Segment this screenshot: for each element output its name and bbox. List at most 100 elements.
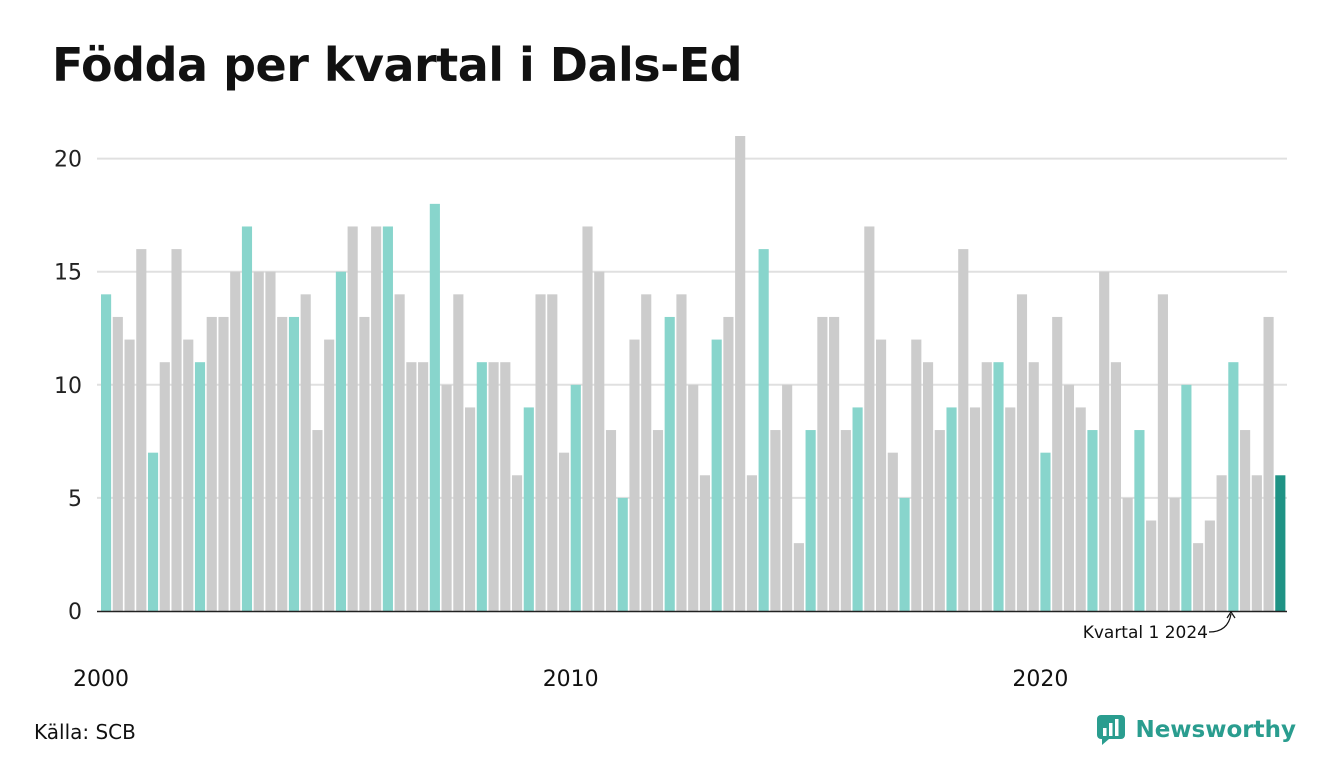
bar [183,339,194,611]
annotation-arrow [1208,613,1232,633]
bar [418,362,429,611]
chart-bubble-icon [1097,715,1126,745]
bar [605,430,617,611]
bar [723,316,734,611]
bar [476,362,487,611]
bar [1275,475,1286,611]
bar [1005,407,1016,611]
y-axis: 0 5 10 15 20 [54,148,82,625]
bar [547,294,558,611]
bar [1075,407,1086,611]
bar [206,316,217,611]
bar [746,475,757,611]
bar [594,271,605,611]
bar [230,271,241,611]
bar [793,543,804,611]
x-tick-label: 2020 [1012,667,1068,692]
bar [699,475,711,611]
bar [864,226,875,612]
bar [969,407,981,611]
bar [934,430,945,611]
bar [101,294,112,611]
bar [535,294,546,611]
bar [500,362,511,611]
y-tick-label: 15 [54,261,82,286]
annotation-arrowhead [1226,610,1236,619]
bar [946,407,957,611]
bar [277,316,288,611]
bar [922,362,934,611]
bar [253,271,264,611]
bar [676,294,687,611]
bar [335,271,346,611]
bars [101,136,1286,612]
bar [347,226,358,612]
bar [1040,452,1051,611]
bar [159,362,170,611]
bar [241,226,253,612]
bar [441,384,452,611]
bar [840,430,851,611]
bar [218,316,229,611]
bar [911,339,922,611]
bar [1204,520,1215,611]
bar [300,294,311,611]
bar-chart: 0 5 10 15 20 2000 2010 2020 Kvartal 1 2024 [54,136,1287,692]
y-tick-label: 10 [54,374,82,399]
bar [641,294,652,611]
bar [852,407,863,611]
bar [688,384,699,611]
bar [981,362,992,611]
bar [711,339,722,611]
bar [758,249,769,611]
bar [735,136,746,611]
bar [629,339,640,611]
bar [664,316,675,611]
chart-title: Födda per kvartal i Dals-Ed [52,38,743,92]
x-tick-label: 2000 [73,667,129,692]
x-axis: 2000 2010 2020 [73,610,1287,692]
brand-name: Newsworthy [1135,717,1296,743]
bar [465,407,476,611]
bar [147,452,159,611]
annotation: Kvartal 1 2024 [1083,610,1236,643]
bar [993,362,1004,611]
bar [312,430,323,611]
bar [324,339,335,611]
bar [359,316,370,611]
bar [1110,362,1121,611]
bar [112,316,123,611]
bar [558,452,570,611]
bar [782,384,793,611]
bar [511,475,523,611]
x-tick-label: 2010 [543,667,599,692]
bar [406,362,417,611]
bar [1251,475,1262,611]
y-tick-label: 5 [68,487,82,512]
bar [582,226,593,612]
bar [876,339,887,611]
bar [288,316,300,611]
bar [1146,520,1157,611]
bar [805,430,816,611]
bar [1263,316,1274,611]
y-tick-label: 0 [68,600,82,625]
y-tick-label: 20 [54,148,82,173]
bar [887,452,898,611]
bar [652,430,664,611]
bar [382,226,393,612]
bar [1240,430,1251,611]
bar [488,362,499,611]
bar [817,316,828,611]
annotation-label: Kvartal 1 2024 [1083,623,1208,643]
bar [453,294,464,611]
bar [1063,384,1075,611]
bar [371,226,382,612]
bar [899,497,910,611]
bar [136,249,147,611]
bar [1216,475,1227,611]
bar [570,384,581,611]
bar [1087,430,1098,611]
bar [1169,497,1180,611]
bar [617,497,628,611]
